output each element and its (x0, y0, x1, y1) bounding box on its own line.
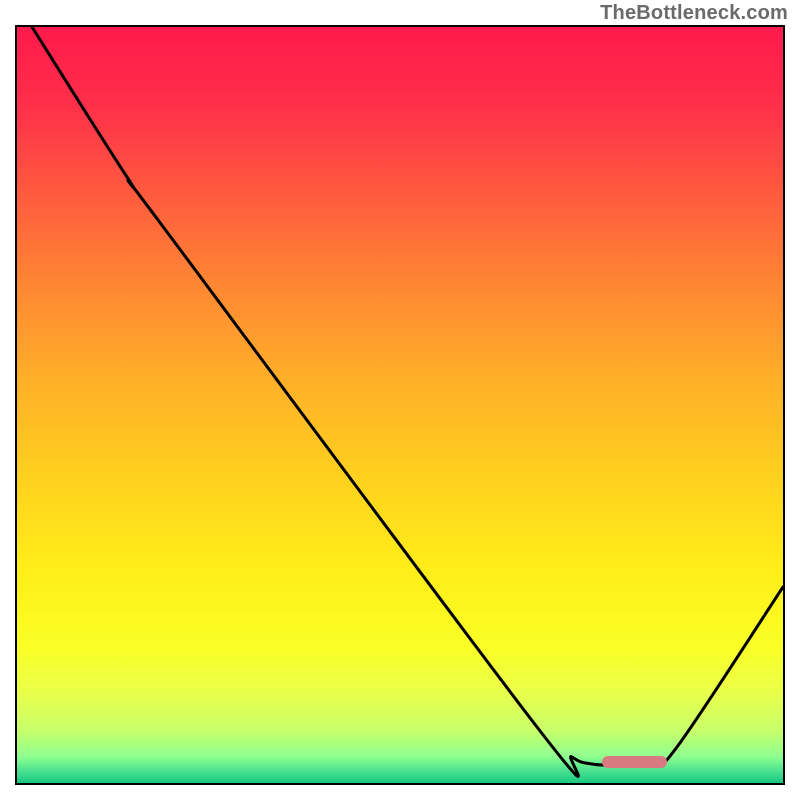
plot-area (15, 25, 785, 785)
attribution-text: TheBottleneck.com (600, 2, 788, 25)
optimal-marker (602, 756, 667, 768)
chart-container: TheBottleneck.com (0, 0, 800, 800)
curve-svg (17, 27, 783, 783)
performance-curve (32, 27, 783, 776)
